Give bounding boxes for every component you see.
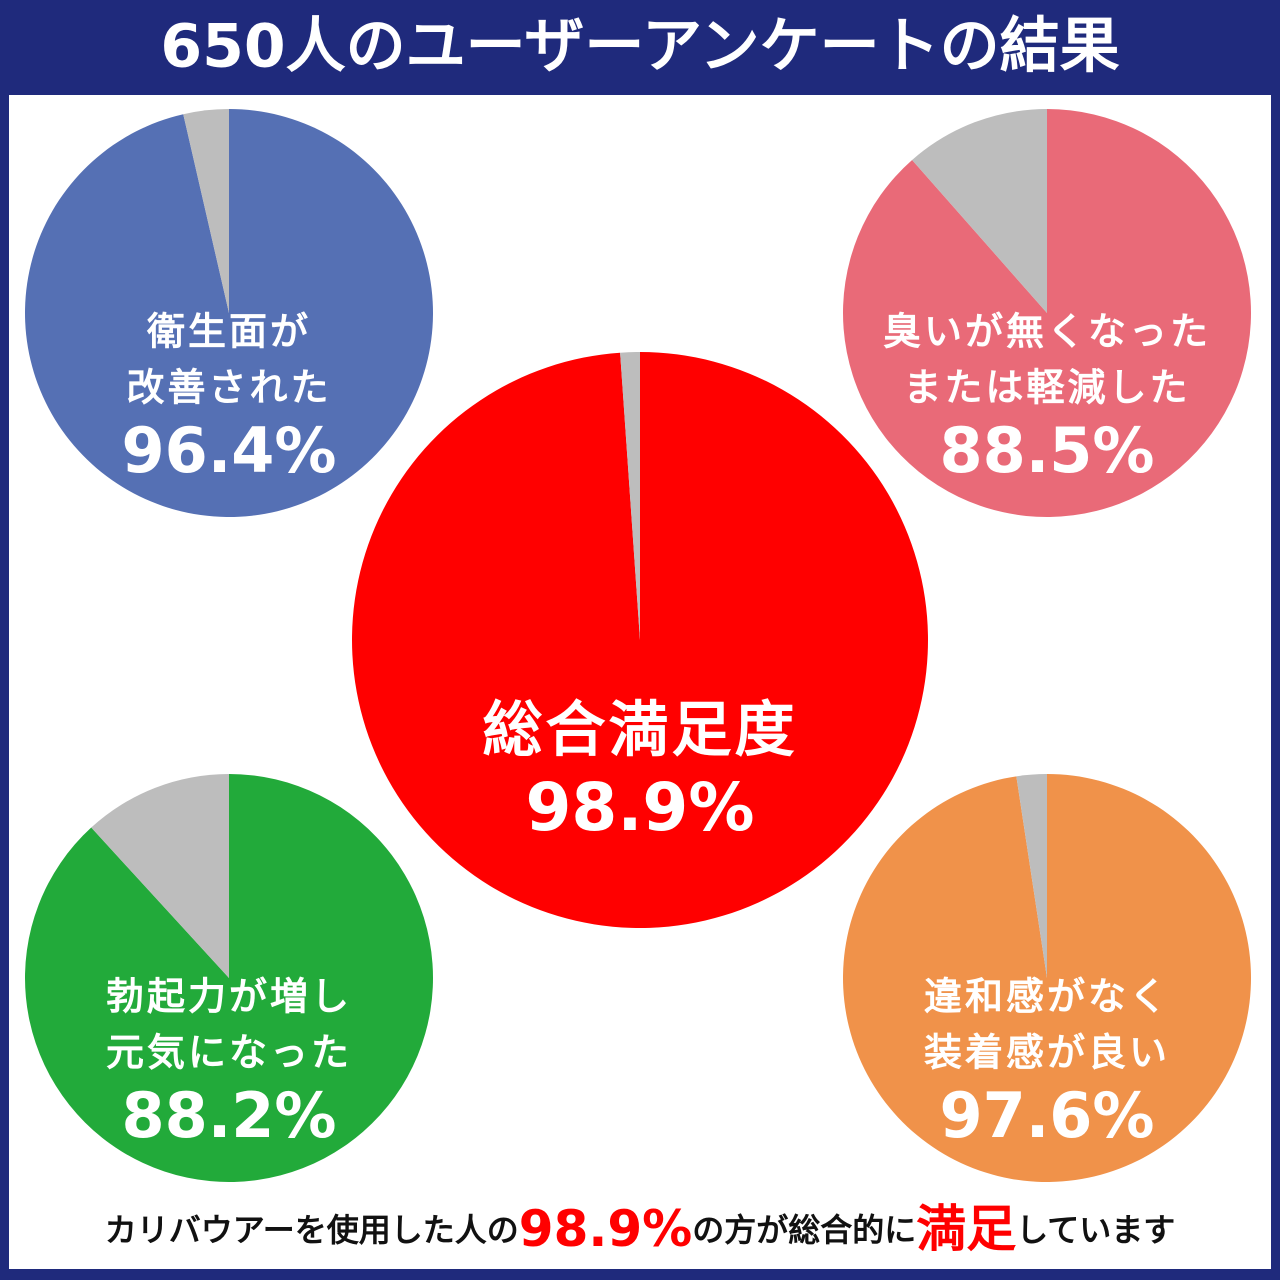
pie-label: 勃起力が増し — [106, 975, 352, 1019]
pie-slice — [24, 774, 433, 1183]
value-label: 98.9% — [526, 769, 755, 846]
pie-slice — [843, 774, 1252, 1182]
footer-segment: 満足 — [916, 1200, 1016, 1258]
footer-segment: 98.9% — [519, 1200, 692, 1258]
pie-remainder — [1016, 774, 1047, 978]
pie-remainder — [183, 109, 229, 313]
footer-segment: の方が総合的に — [692, 1211, 916, 1249]
footer-segment: しています — [1016, 1211, 1175, 1249]
footer: カリバウアーを使用した人の98.9%の方が総合的に満足しています — [105, 1200, 1176, 1258]
pie-label: 総合満足度 — [483, 696, 798, 766]
pie-label: 臭いが無くなった — [883, 310, 1211, 354]
value-label: 88.5% — [939, 414, 1154, 487]
pie-label: 装着感が良い — [924, 1031, 1170, 1075]
value-label: 88.2% — [121, 1079, 336, 1152]
pie-label: または軽減した — [903, 366, 1190, 410]
pie-label: 改善された — [126, 366, 331, 410]
title: 650人のユーザーアンケートの結果 — [160, 12, 1119, 82]
pie-slice — [352, 352, 929, 929]
pie-label: 違和感がなく — [924, 975, 1170, 1019]
pie-remainder — [91, 774, 229, 978]
footer-segment: カリバウアーを使用した人の — [105, 1211, 519, 1249]
pie-remainder — [912, 108, 1047, 313]
pie-label: 元気になった — [106, 1031, 352, 1075]
value-label: 97.6% — [939, 1079, 1154, 1152]
pie-label: 衛生面が — [146, 310, 311, 354]
value-label: 96.4% — [121, 414, 336, 487]
pie-remainder — [620, 352, 640, 640]
